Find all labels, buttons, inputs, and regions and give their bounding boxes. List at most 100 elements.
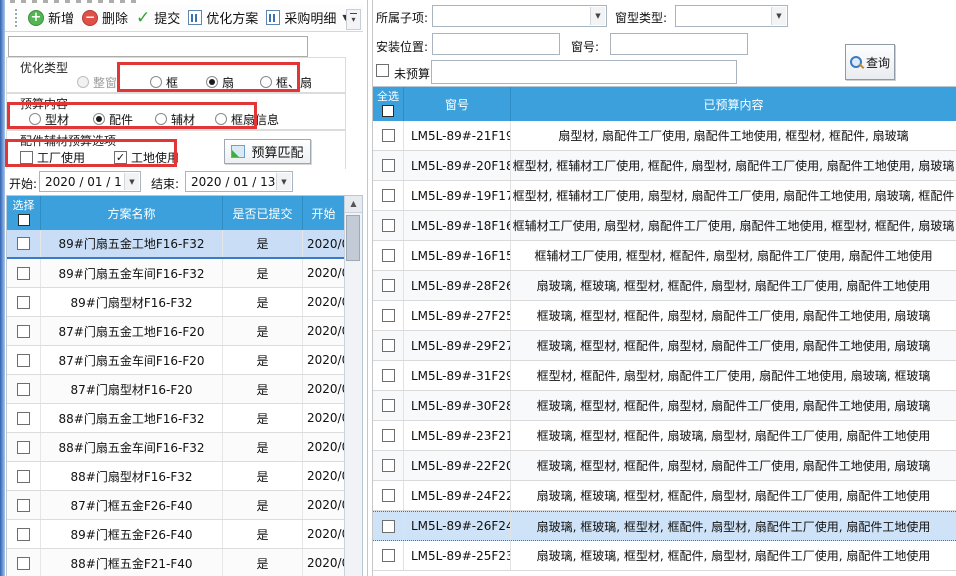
window-row[interactable]: LM5L-89#-25F23 扇玻璃, 框玻璃, 框型材, 框配件, 扇型材, 扇… [373, 541, 956, 571]
plan-row-select-cell[interactable] [7, 404, 41, 432]
window-row[interactable]: LM5L-89#-23F21 框玻璃, 框型材, 框配件, 扇玻璃, 扇型材, 扇… [373, 421, 956, 451]
window-row[interactable]: LM5L-89#-31F29 框型材, 框配件, 扇型材, 扇配件工厂使用, 扇配… [373, 361, 956, 391]
window-row-select-cell[interactable] [373, 301, 404, 330]
row-checkbox[interactable] [381, 459, 395, 472]
plan-header-submitted[interactable]: 是否已提交 [223, 196, 303, 230]
toolbar-grip[interactable] [15, 8, 18, 27]
chevron-down-icon[interactable]: ▼ [771, 7, 786, 25]
row-checkbox[interactable] [381, 249, 395, 262]
window-row-select-cell[interactable] [373, 151, 404, 180]
row-checkbox[interactable] [17, 382, 30, 396]
window-row[interactable]: LM5L-89#-20F18 框型材, 框辅材工厂使用, 框配件, 扇型材, 扇配… [373, 151, 956, 181]
window-row[interactable]: LM5L-89#-24F22 扇玻璃, 框玻璃, 框型材, 框配件, 扇型材, 扇… [373, 481, 956, 511]
start-date-picker[interactable]: 2020 / 01 / 1 ▼ [39, 171, 141, 192]
window-row-select-cell[interactable] [373, 181, 404, 210]
row-checkbox[interactable] [381, 489, 395, 502]
window-type-select[interactable]: ▼ [675, 5, 788, 27]
radio-sash[interactable]: 扇 [206, 74, 234, 91]
row-checkbox[interactable] [381, 429, 395, 442]
window-row[interactable]: LM5L-89#-21F19 扇型材, 扇配件工厂使用, 扇配件工地使用, 框型材… [373, 121, 956, 151]
window-header-budgeted[interactable]: 已预算内容 [703, 97, 764, 112]
row-checkbox[interactable] [17, 295, 30, 309]
plan-row-select-cell[interactable] [7, 375, 41, 403]
window-row[interactable]: LM5L-89#-29F27 框玻璃, 框型材, 框配件, 扇型材, 扇配件工厂使… [373, 331, 956, 361]
window-row-select-cell[interactable] [373, 512, 404, 540]
radio-frame-sash-info[interactable]: 框扇信息 [215, 111, 279, 128]
plan-row-select-cell[interactable] [7, 462, 41, 490]
row-checkbox[interactable] [381, 189, 395, 202]
checkbox-site-use[interactable]: 工地使用 [114, 149, 179, 166]
row-checkbox[interactable] [381, 399, 395, 412]
row-checkbox[interactable] [17, 527, 30, 541]
plan-header-name[interactable]: 方案名称 [41, 196, 223, 230]
row-checkbox[interactable] [381, 549, 395, 562]
optimize-plan-button[interactable]: 优化方案 [188, 8, 258, 27]
plan-table-scrollbar[interactable]: ▲ [344, 196, 362, 576]
plan-row-select-cell[interactable] [7, 433, 41, 461]
radio-frame[interactable]: 框 [150, 74, 178, 91]
row-checkbox[interactable] [381, 519, 395, 533]
row-checkbox[interactable] [17, 266, 30, 280]
plan-row-select-cell[interactable] [7, 288, 41, 316]
window-row-select-cell[interactable] [373, 121, 404, 150]
radio-whole-window[interactable]: 整窗 [77, 74, 117, 91]
window-row[interactable]: LM5L-89#-27F25 框玻璃, 框型材, 框配件, 扇型材, 扇配件工厂使… [373, 301, 956, 331]
window-header-no[interactable]: 窗号 [404, 87, 511, 121]
plan-row[interactable]: 87#门扇五金车间F16-F20 是 2020/0 [7, 346, 345, 375]
window-row[interactable]: LM5L-89#-26F24 扇玻璃, 框玻璃, 框型材, 框配件, 扇型材, 扇… [373, 511, 956, 541]
row-checkbox[interactable] [17, 324, 30, 338]
plan-row-select-cell[interactable] [7, 549, 41, 576]
radio-frame-sash[interactable]: 框、扇 [260, 74, 312, 91]
window-row[interactable]: LM5L-89#-22F20 框玻璃, 框型材, 框配件, 扇型材, 扇配件工厂使… [373, 451, 956, 481]
no-budget-checkbox[interactable] [376, 64, 389, 77]
plan-row-select-cell[interactable] [7, 317, 41, 345]
row-checkbox[interactable] [17, 440, 30, 454]
row-checkbox[interactable] [381, 159, 395, 172]
delete-button[interactable]: − 删除 [82, 8, 128, 27]
plan-row-select-cell[interactable] [7, 230, 41, 257]
row-checkbox[interactable] [381, 219, 395, 232]
sub-item-select[interactable]: ▼ [432, 5, 607, 27]
plan-row[interactable]: 87#门扇五金工地F16-F20 是 2020/0 [7, 317, 345, 346]
plan-row-select-cell[interactable] [7, 346, 41, 374]
row-checkbox[interactable] [381, 279, 395, 292]
row-checkbox[interactable] [381, 129, 395, 142]
row-checkbox[interactable] [381, 339, 395, 352]
row-checkbox[interactable] [17, 353, 30, 367]
plan-row[interactable]: 89#门框五金F26-F40 是 2020/0 [7, 520, 345, 549]
window-row-select-cell[interactable] [373, 481, 404, 510]
end-date-picker[interactable]: 2020 / 01 / 13 ▼ [185, 171, 293, 192]
plan-filter-input[interactable] [8, 36, 308, 57]
budget-match-button[interactable]: 预算匹配 [224, 139, 311, 164]
scrollbar-thumb[interactable] [346, 215, 360, 261]
radio-auxiliary[interactable]: 辅材 [155, 111, 195, 128]
select-all-checkbox[interactable] [382, 105, 394, 117]
chevron-down-icon[interactable]: ▼ [590, 7, 605, 25]
window-row-select-cell[interactable] [373, 271, 404, 300]
purchase-detail-button[interactable]: 采购明细 ▼ [266, 8, 348, 27]
checkbox-factory-use[interactable]: 工厂使用 [20, 149, 85, 166]
plan-header-start[interactable]: 开始 [303, 196, 345, 230]
window-row[interactable]: LM5L-89#-18F16 框辅材工厂使用, 扇型材, 扇配件工厂使用, 扇配件… [373, 211, 956, 241]
window-row-select-cell[interactable] [373, 361, 404, 390]
radio-accessory[interactable]: 配件 [93, 111, 133, 128]
row-checkbox[interactable] [381, 309, 395, 322]
row-checkbox[interactable] [17, 411, 30, 425]
scroll-up-icon[interactable]: ▲ [345, 196, 362, 213]
chevron-down-icon[interactable]: ▼ [124, 173, 139, 190]
plan-row[interactable]: 87#门扇型材F16-F20 是 2020/0 [7, 375, 345, 404]
select-all-checkbox[interactable] [17, 214, 30, 226]
chevron-down-icon[interactable]: ▼ [276, 173, 291, 190]
window-row[interactable]: LM5L-89#-30F28 框玻璃, 框型材, 框配件, 扇型材, 扇配件工厂使… [373, 391, 956, 421]
plan-row[interactable]: 88#门扇型材F16-F32 是 2020/0 [7, 462, 345, 491]
window-row-select-cell[interactable] [373, 421, 404, 450]
plan-row[interactable]: 87#门框五金F26-F40 是 2020/0 [7, 491, 345, 520]
plan-row[interactable]: 89#门扇五金工地F16-F32 是 2020/0 [7, 230, 345, 259]
row-checkbox[interactable] [17, 556, 30, 570]
row-checkbox[interactable] [17, 498, 30, 512]
radio-profile[interactable]: 型材 [29, 111, 69, 128]
add-button[interactable]: + 新增 [28, 8, 74, 27]
plan-row-select-cell[interactable] [7, 259, 41, 287]
window-row-select-cell[interactable] [373, 451, 404, 480]
plan-row-select-cell[interactable] [7, 520, 41, 548]
